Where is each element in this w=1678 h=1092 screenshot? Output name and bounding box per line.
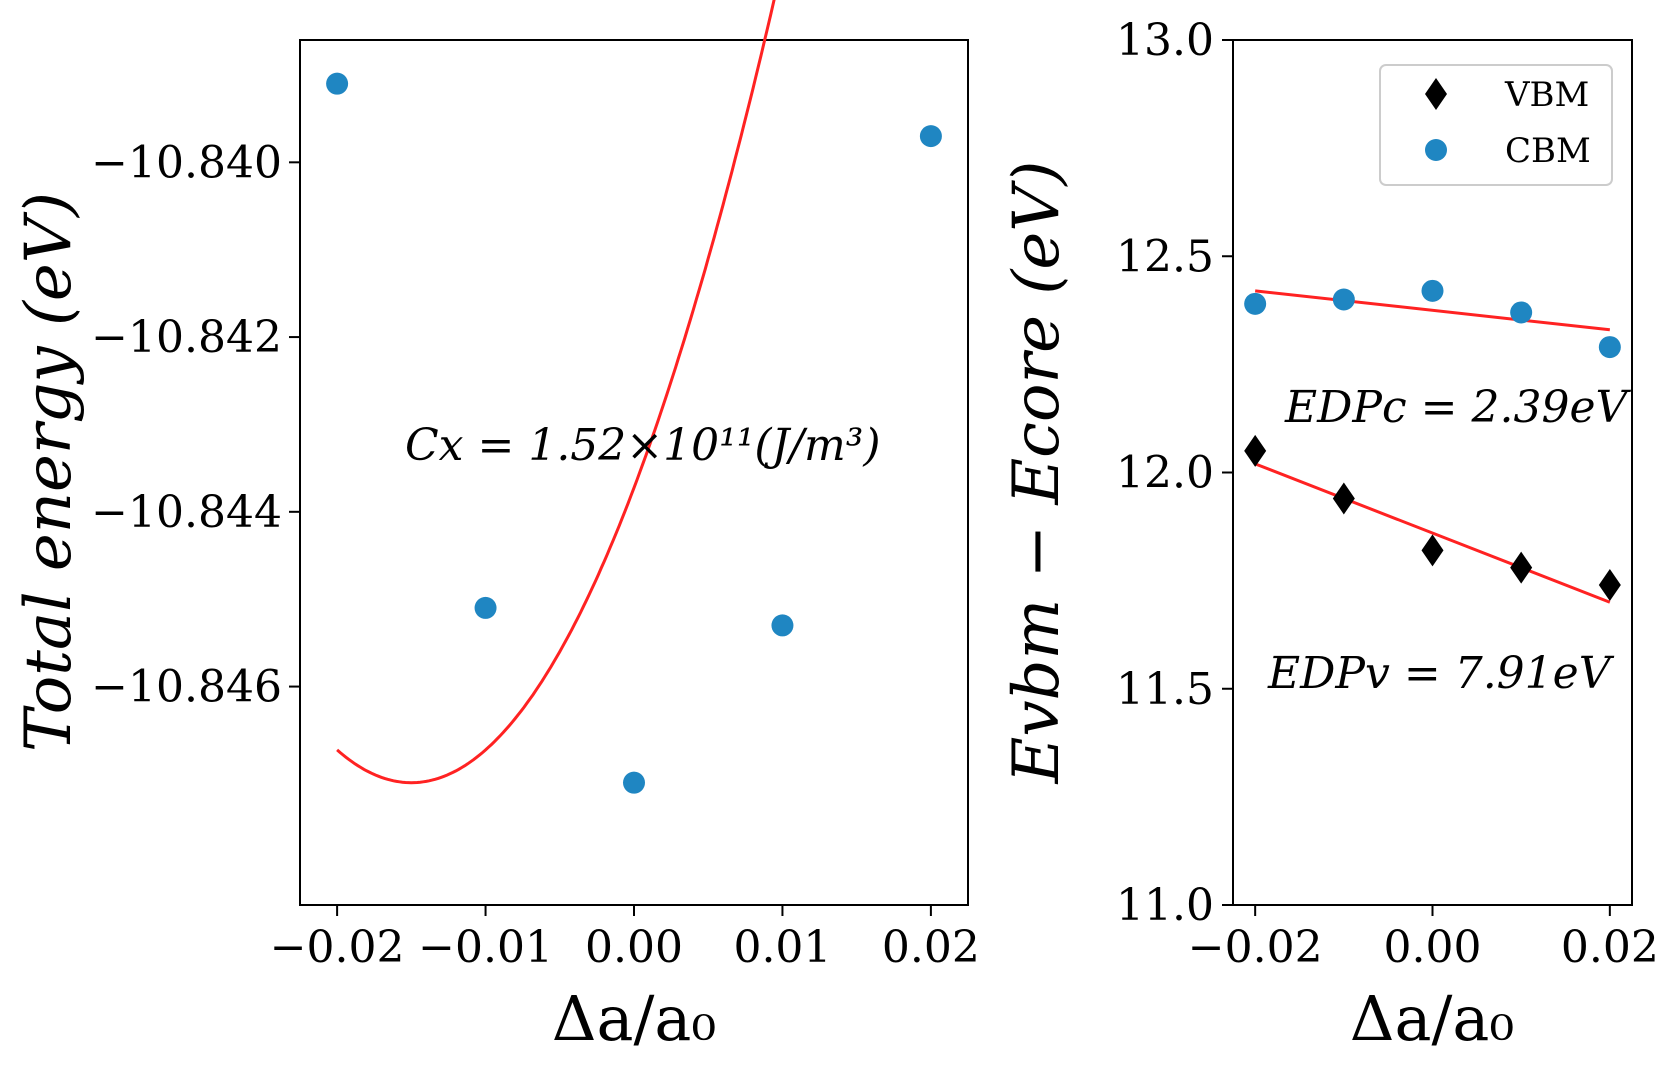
left-annotation: Cx = 1.52×10¹¹(J/m³) — [405, 420, 881, 471]
cbm-data-point — [1598, 336, 1621, 359]
legend-vbm-marker — [1425, 78, 1447, 110]
left-data-points — [326, 72, 942, 794]
right-y-tick-label: 12.0 — [1116, 448, 1214, 499]
legend-vbm-label: VBM — [1504, 75, 1589, 115]
cbm-data-point — [1421, 279, 1444, 302]
right-x-tick-label: 0.00 — [1384, 922, 1482, 973]
left-data-point — [771, 614, 794, 637]
left-x-tick-label: 0.01 — [733, 922, 831, 973]
legend-cbm-marker — [1425, 139, 1447, 161]
right-annotation-cbm: EDPc = 2.39eV — [1284, 382, 1631, 433]
right-y-axis-label: Evbm − Ecore (eV) — [1000, 161, 1074, 785]
right-x-tick-label: 0.02 — [1561, 922, 1659, 973]
right-fit-lines — [1254, 289, 1611, 604]
right-fit-line — [1255, 289, 1610, 332]
left-y-tick-label: −10.840 — [91, 137, 282, 188]
left-data-point — [326, 72, 349, 95]
left-x-tick-label: −0.02 — [270, 922, 405, 973]
right-data-points — [1244, 279, 1621, 601]
left-x-tick-label: −0.01 — [418, 922, 553, 973]
cbm-data-point — [1244, 292, 1267, 315]
vbm-data-point — [1244, 434, 1267, 467]
right-x-tick-label: −0.02 — [1188, 922, 1323, 973]
right-y-tick-label: 12.5 — [1116, 231, 1214, 282]
right-y-tick-label: 11.0 — [1116, 880, 1214, 931]
left-x-tick-label: 0.02 — [882, 922, 980, 973]
left-y-ticks: −10.840 −10.842 −10.844 −10.846 — [91, 137, 300, 713]
right-y-tick-label: 13.0 — [1116, 15, 1214, 66]
left-panel: −0.02 −0.01 0.00 0.01 0.02 −10.840−10.842−10… — [12, 0, 980, 1055]
right-y-ticks: 11.0 11.5 12.0 12.5 13.0 — [1116, 15, 1233, 931]
right-x-axis-label: Δa/a₀ — [1350, 982, 1514, 1055]
right-panel: −0.02 0.00 0.02 11.0 11.5 12.0 12.5 13.0 EDPc … — [1000, 15, 1659, 1055]
right-annotation-vbm: EDPv = 7.91eV — [1267, 648, 1615, 699]
right-x-ticks: −0.02 0.00 0.02 — [1188, 905, 1659, 973]
vbm-data-point — [1332, 482, 1355, 515]
left-data-point — [919, 125, 942, 148]
right-fit-line — [1254, 462, 1611, 604]
left-x-tick-label: 0.00 — [585, 922, 683, 973]
left-x-axis-label: Δa/a₀ — [552, 982, 716, 1055]
left-fit-curve — [336, 0, 776, 785]
legend-cbm-label: CBM — [1505, 131, 1591, 171]
left-data-point — [623, 771, 645, 794]
legend: VBM CBM — [1379, 64, 1613, 186]
vbm-data-point — [1510, 551, 1533, 584]
left-data-point — [474, 596, 497, 619]
left-y-tick-label: −10.846 — [91, 662, 282, 713]
cbm-data-point — [1332, 288, 1355, 311]
left-y-tick-label: −10.844 — [91, 487, 282, 538]
left-y-tick-label: −10.842 — [91, 312, 282, 363]
left-x-ticks: −0.02 −0.01 0.00 0.01 0.02 — [270, 905, 980, 973]
vbm-data-point — [1598, 568, 1621, 601]
cbm-data-point — [1510, 301, 1533, 324]
vbm-data-point — [1421, 534, 1444, 567]
right-y-tick-label: 11.5 — [1116, 664, 1214, 715]
left-y-axis-label: Total energy (eV) — [12, 192, 86, 752]
